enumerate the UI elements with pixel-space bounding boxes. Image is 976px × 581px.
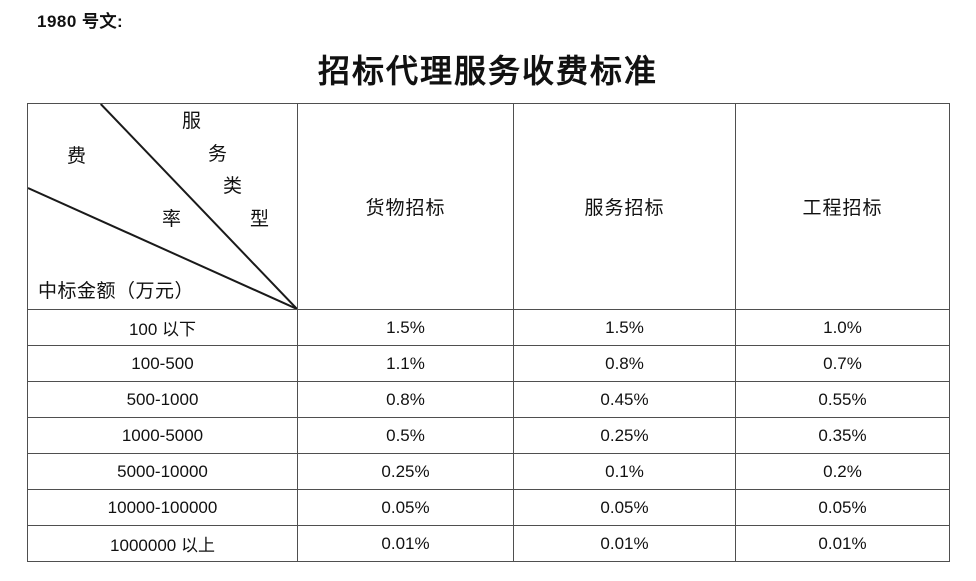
corner-cell-content: 服 务 类 型 费 率 中标金额（万元） [28,104,297,309]
table-row: 500-1000 0.8% 0.45% 0.55% [27,381,950,418]
corner-axis-service-type-char-2: 务 [208,144,228,165]
service-rate-cell: 1.5% [513,309,736,346]
engineering-rate-cell: 0.2% [735,453,950,490]
amount-range-cell: 100-500 [27,345,298,382]
diagonal-divider-lines [28,104,297,309]
amount-range-cell: 1000-5000 [27,417,298,454]
goods-rate-cell: 0.5% [297,417,514,454]
page-title: 招标代理服务收费标准 [317,53,658,89]
table-row: 1000000 以上 0.01% 0.01% 0.01% [27,525,950,562]
goods-rate-cell: 0.8% [297,381,514,418]
service-rate-cell: 0.25% [513,417,736,454]
column-header-engineering-bidding: 工程招标 [735,103,950,310]
corner-axis-amount-label: 中标金额（万元） [38,281,195,302]
table-row: 100 以下 1.5% 1.5% 1.0% [27,309,950,346]
header-row: 服 务 类 型 费 率 中标金额（万元） 货物招标 服务招标 工程招标 [27,103,950,310]
engineering-rate-cell: 0.7% [735,345,950,382]
engineering-rate-cell: 0.55% [735,381,950,418]
corner-axis-service-type-char-1: 服 [182,111,202,132]
goods-rate-cell: 0.05% [297,489,514,526]
amount-range-cell: 100 以下 [27,309,298,346]
service-rate-cell: 0.05% [513,489,736,526]
amount-range-cell: 10000-100000 [27,489,298,526]
corner-axis-service-type-char-4: 型 [250,209,270,230]
corner-header-cell: 服 务 类 型 费 率 中标金额（万元） [27,103,298,310]
table-row: 1000-5000 0.5% 0.25% 0.35% [27,417,950,454]
engineering-rate-cell: 1.0% [735,309,950,346]
amount-range-cell: 5000-10000 [27,453,298,490]
goods-rate-cell: 1.1% [297,345,514,382]
fee-standard-table: 服 务 类 型 费 率 中标金额（万元） 货物招标 服务招标 工程招标 100 … [27,103,950,562]
engineering-rate-cell: 0.35% [735,417,950,454]
column-header-service-bidding: 服务招标 [513,103,736,310]
amount-range-cell: 1000000 以上 [27,525,298,562]
table-row: 5000-10000 0.25% 0.1% 0.2% [27,453,950,490]
corner-axis-fee-rate-char-1: 费 [67,146,87,167]
amount-range-cell: 500-1000 [27,381,298,418]
column-header-goods-bidding: 货物招标 [297,103,514,310]
engineering-rate-cell: 0.01% [735,525,950,562]
corner-axis-service-type-char-3: 类 [223,176,243,197]
document-ref-label: 1980 号文: [37,12,124,31]
goods-rate-cell: 1.5% [297,309,514,346]
service-rate-cell: 0.1% [513,453,736,490]
table-row: 100-500 1.1% 0.8% 0.7% [27,345,950,382]
table-row: 10000-100000 0.05% 0.05% 0.05% [27,489,950,526]
service-rate-cell: 0.01% [513,525,736,562]
goods-rate-cell: 0.01% [297,525,514,562]
goods-rate-cell: 0.25% [297,453,514,490]
engineering-rate-cell: 0.05% [735,489,950,526]
corner-axis-fee-rate-char-2: 率 [162,209,182,230]
service-rate-cell: 0.8% [513,345,736,382]
service-rate-cell: 0.45% [513,381,736,418]
